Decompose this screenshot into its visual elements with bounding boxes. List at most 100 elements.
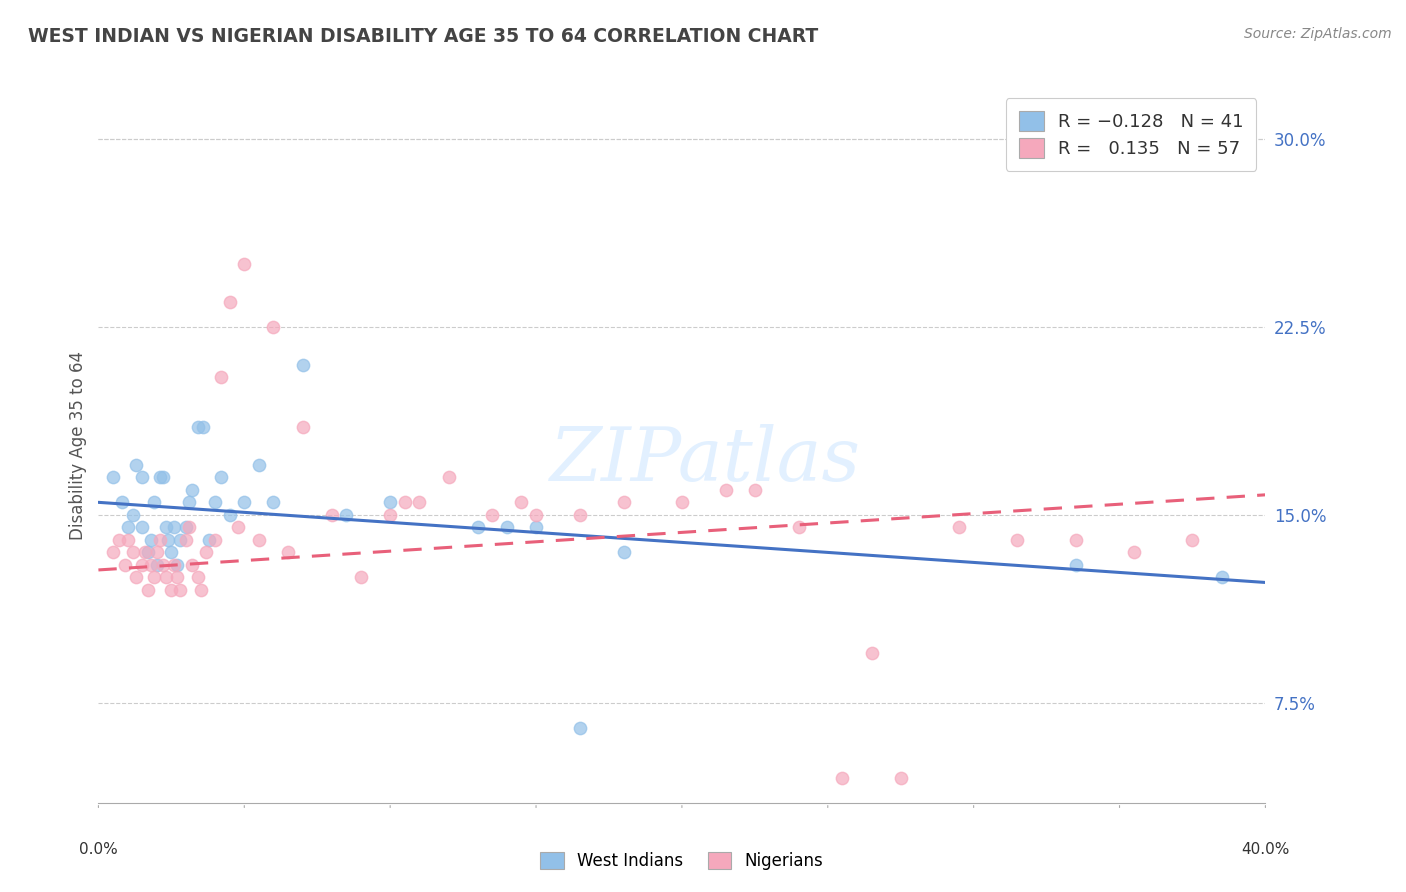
Point xyxy=(209,470,232,484)
Point xyxy=(136,582,159,597)
Point xyxy=(180,483,202,497)
Point xyxy=(149,533,172,547)
Point xyxy=(948,520,970,534)
Point xyxy=(160,545,183,559)
Point xyxy=(233,495,256,509)
Point xyxy=(247,458,270,472)
Point xyxy=(714,483,737,497)
Text: Source: ZipAtlas.com: Source: ZipAtlas.com xyxy=(1244,27,1392,41)
Point xyxy=(166,558,188,572)
Point xyxy=(262,495,284,509)
Text: 40.0%: 40.0% xyxy=(1241,842,1289,857)
Point xyxy=(111,495,134,509)
Point xyxy=(177,495,200,509)
Point xyxy=(671,495,693,509)
Point xyxy=(1064,558,1087,572)
Point xyxy=(190,582,212,597)
Point xyxy=(198,533,221,547)
Point xyxy=(1123,545,1146,559)
Point xyxy=(163,520,186,534)
Point xyxy=(152,470,174,484)
Point xyxy=(139,558,162,572)
Point xyxy=(195,545,218,559)
Point xyxy=(612,495,634,509)
Point xyxy=(134,545,156,559)
Point xyxy=(1007,533,1029,547)
Point xyxy=(394,495,416,509)
Point xyxy=(180,558,202,572)
Point xyxy=(860,646,883,660)
Point xyxy=(787,520,810,534)
Point xyxy=(218,295,240,310)
Point xyxy=(291,420,314,434)
Legend: West Indians, Nigerians: West Indians, Nigerians xyxy=(530,842,834,880)
Point xyxy=(117,533,139,547)
Point xyxy=(378,495,402,509)
Text: WEST INDIAN VS NIGERIAN DISABILITY AGE 35 TO 64 CORRELATION CHART: WEST INDIAN VS NIGERIAN DISABILITY AGE 3… xyxy=(28,27,818,45)
Point xyxy=(169,582,191,597)
Point xyxy=(193,420,215,434)
Point xyxy=(155,570,177,584)
Point xyxy=(101,545,124,559)
Point xyxy=(157,533,180,547)
Point xyxy=(1211,570,1233,584)
Point xyxy=(187,420,209,434)
Point xyxy=(481,508,503,522)
Point xyxy=(291,358,314,372)
Point xyxy=(114,558,136,572)
Point xyxy=(125,570,148,584)
Point xyxy=(146,545,169,559)
Point xyxy=(209,370,232,384)
Text: 0.0%: 0.0% xyxy=(79,842,118,857)
Point xyxy=(890,771,912,785)
Point xyxy=(524,520,547,534)
Point xyxy=(117,520,139,534)
Point xyxy=(122,508,145,522)
Point xyxy=(524,508,547,522)
Point xyxy=(187,570,209,584)
Point xyxy=(495,520,517,534)
Point xyxy=(174,520,197,534)
Point xyxy=(142,495,165,509)
Point xyxy=(321,508,343,522)
Point xyxy=(152,558,174,572)
Point xyxy=(218,508,240,522)
Point xyxy=(149,470,172,484)
Point xyxy=(408,495,430,509)
Point xyxy=(142,570,165,584)
Point xyxy=(568,508,591,522)
Point xyxy=(744,483,766,497)
Point xyxy=(163,558,186,572)
Point xyxy=(146,558,169,572)
Point xyxy=(169,533,191,547)
Point xyxy=(204,495,226,509)
Point xyxy=(335,508,357,522)
Point xyxy=(247,533,270,547)
Point xyxy=(378,508,402,522)
Point xyxy=(277,545,299,559)
Point xyxy=(350,570,373,584)
Point xyxy=(177,520,200,534)
Point xyxy=(108,533,131,547)
Point xyxy=(136,545,159,559)
Point xyxy=(160,582,183,597)
Point xyxy=(155,520,177,534)
Point xyxy=(1064,533,1087,547)
Point xyxy=(125,458,148,472)
Point xyxy=(262,320,284,334)
Y-axis label: Disability Age 35 to 64: Disability Age 35 to 64 xyxy=(69,351,87,541)
Point xyxy=(228,520,250,534)
Point xyxy=(204,533,226,547)
Point xyxy=(510,495,533,509)
Point xyxy=(131,558,153,572)
Point xyxy=(131,520,153,534)
Point xyxy=(101,470,124,484)
Point xyxy=(174,533,197,547)
Point xyxy=(131,470,153,484)
Point xyxy=(233,257,256,271)
Text: ZIPatlas: ZIPatlas xyxy=(550,424,860,497)
Point xyxy=(139,533,162,547)
Point xyxy=(831,771,853,785)
Point xyxy=(437,470,460,484)
Point xyxy=(568,721,591,735)
